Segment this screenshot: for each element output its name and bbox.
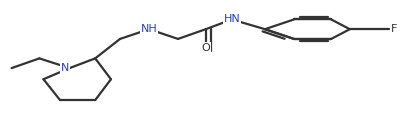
- Text: N: N: [60, 63, 69, 73]
- Text: NH: NH: [140, 24, 157, 34]
- Text: F: F: [390, 24, 396, 34]
- Text: HN: HN: [223, 14, 240, 24]
- Text: O: O: [201, 43, 210, 53]
